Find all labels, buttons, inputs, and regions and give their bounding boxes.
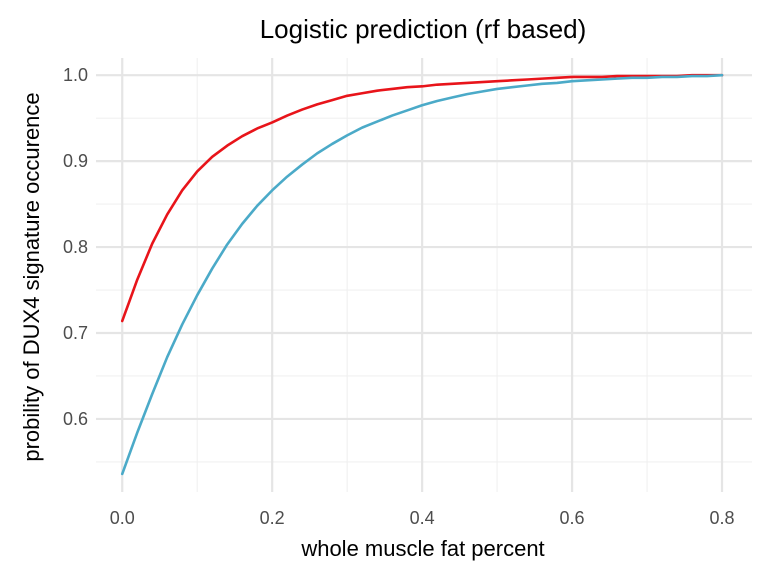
y-tick-label: 0.8 [63, 237, 88, 257]
series-layer [120, 73, 724, 476]
minor-gridlines [96, 58, 752, 492]
x-tick-label: 0.4 [410, 508, 435, 528]
x-tick-label: 0.6 [560, 508, 585, 528]
y-tick-label: 0.9 [63, 151, 88, 171]
y-axis-ticks: 0.6 0.7 0.8 0.9 1.0 [63, 65, 88, 429]
x-tick-label: 0.8 [709, 508, 734, 528]
y-axis-title: probility of DUX4 signature occurence [19, 92, 44, 461]
x-tick-label: 0.2 [260, 508, 285, 528]
y-tick-label: 1.0 [63, 65, 88, 85]
x-axis-title: whole muscle fat percent [300, 536, 544, 561]
chart-title: Logistic prediction (rf based) [260, 14, 587, 44]
series-line-2 [120, 73, 724, 476]
y-tick-label: 0.6 [63, 409, 88, 429]
series-line-1 [120, 73, 724, 323]
x-axis-ticks: 0.0 0.2 0.4 0.6 0.8 [110, 508, 735, 528]
major-gridlines [96, 58, 752, 492]
y-tick-label: 0.7 [63, 323, 88, 343]
x-tick-label: 0.0 [110, 508, 135, 528]
